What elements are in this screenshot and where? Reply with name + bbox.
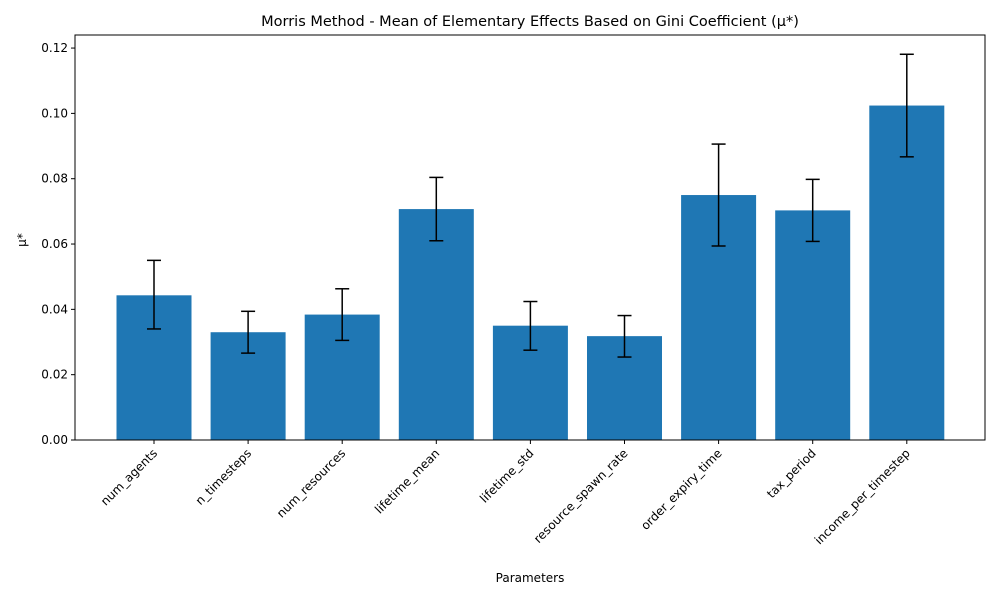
x-tick-label: n_timesteps: [193, 446, 254, 507]
chart-title: Morris Method - Mean of Elementary Effec…: [261, 14, 799, 30]
y-axis: 0.00 0.02 0.04 0.06 0.08 0.10 0.12: [41, 41, 75, 447]
error-bar-resource_spawn_rate: [617, 314, 632, 358]
y-tick-label: 0.08: [41, 172, 68, 186]
x-tick-label: order_expiry_time: [638, 446, 725, 533]
y-tick-label: 0.00: [41, 433, 68, 447]
error-bar-num_resources: [335, 288, 350, 342]
y-tick-label: 0.06: [41, 237, 68, 251]
x-axis-label: Parameters: [496, 571, 565, 585]
error-bar-n_timesteps: [241, 310, 256, 354]
y-tick-label: 0.12: [41, 41, 68, 55]
bars-group: [116, 105, 945, 440]
error-bar-num_agents: [147, 259, 161, 330]
error-bars-group: [147, 53, 914, 358]
x-axis: num_agents n_timesteps num_resources lifeti…: [98, 440, 913, 547]
error-bar-tax_period: [805, 178, 820, 243]
bar-tax_period: [775, 210, 851, 440]
x-tick-label: num_agents: [98, 446, 160, 508]
error-bar-lifetime_mean: [429, 176, 444, 242]
y-tick-label: 0.02: [41, 368, 68, 382]
x-tick-label: resource_spawn_rate: [531, 446, 631, 546]
y-tick-label: 0.04: [41, 302, 68, 316]
plot-frame: [74, 34, 986, 441]
bar-income_per_timestep: [869, 105, 945, 440]
x-tick-label: tax_period: [764, 446, 819, 501]
error-bar-income_per_timestep: [899, 53, 914, 158]
error-bar-order_expiry_time: [711, 143, 726, 247]
y-tick-label: 0.10: [41, 106, 68, 120]
x-tick-label: income_per_timestep: [812, 446, 913, 547]
y-axis-label: μ*: [15, 233, 29, 247]
x-tick-label: num_resources: [274, 446, 348, 520]
error-bar-lifetime_std: [523, 300, 538, 351]
bar-lifetime_mean: [398, 209, 474, 440]
x-tick-label: lifetime_mean: [372, 446, 442, 516]
x-tick-label: lifetime_std: [477, 446, 536, 505]
